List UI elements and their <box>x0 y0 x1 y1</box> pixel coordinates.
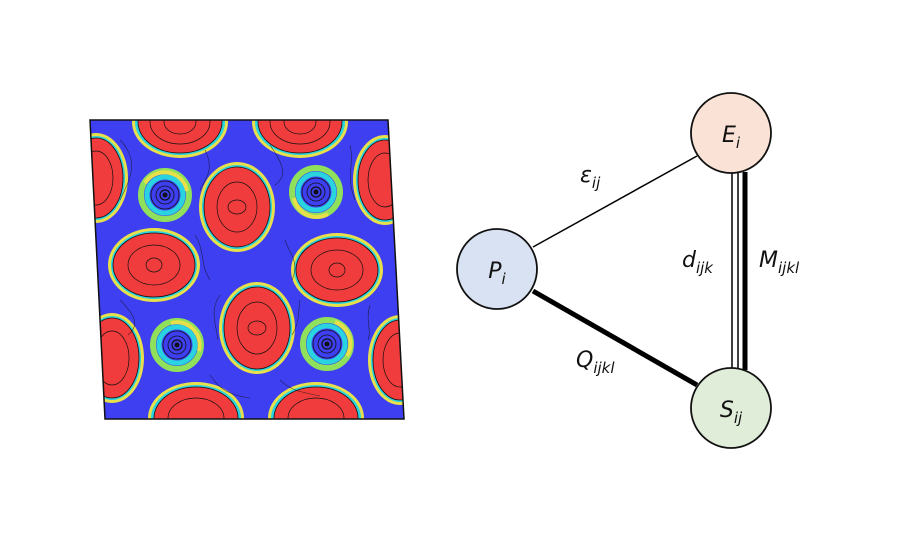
node-S-label: Sij <box>720 398 743 427</box>
node-E[interactable]: Ei <box>690 92 772 174</box>
peak-blob <box>368 315 404 405</box>
coupling-diagram: Ei Pi Sij εij dijk Mijkl Qijkl <box>456 92 800 449</box>
peak-blob <box>252 120 348 158</box>
edge-label-epsilon: εij <box>580 163 601 192</box>
peak-blob <box>90 133 128 223</box>
peak-blob <box>353 135 404 225</box>
edge-label-M: Mijkl <box>759 248 800 277</box>
background-contours <box>119 139 371 399</box>
node-P-circle <box>456 228 538 310</box>
vortex-ring <box>150 318 204 372</box>
peak-blob <box>132 120 228 158</box>
node-S-circle <box>690 367 772 449</box>
peak-blob <box>199 162 275 252</box>
node-S[interactable]: Sij <box>690 367 772 449</box>
edge-P-S <box>531 288 699 388</box>
edge-P-E <box>532 155 698 248</box>
vortex-ring <box>289 165 343 219</box>
vortex-ring <box>300 317 354 371</box>
vortex-ring <box>138 168 192 222</box>
field-cell-border <box>89 119 405 420</box>
edge-label-Q: Qijkl <box>576 348 615 377</box>
node-E-circle <box>690 92 772 174</box>
peak-blob <box>268 382 364 419</box>
peak-blob <box>291 233 383 307</box>
node-P[interactable]: Pi <box>456 228 538 310</box>
peak-blob <box>219 282 295 374</box>
node-E-label: Ei <box>722 123 741 152</box>
peak-blob <box>148 382 244 419</box>
edge-label-d: dijk <box>682 248 714 277</box>
node-P-label: Pi <box>488 259 506 288</box>
contour-field-panel <box>89 119 405 420</box>
peak-blob <box>108 228 200 302</box>
